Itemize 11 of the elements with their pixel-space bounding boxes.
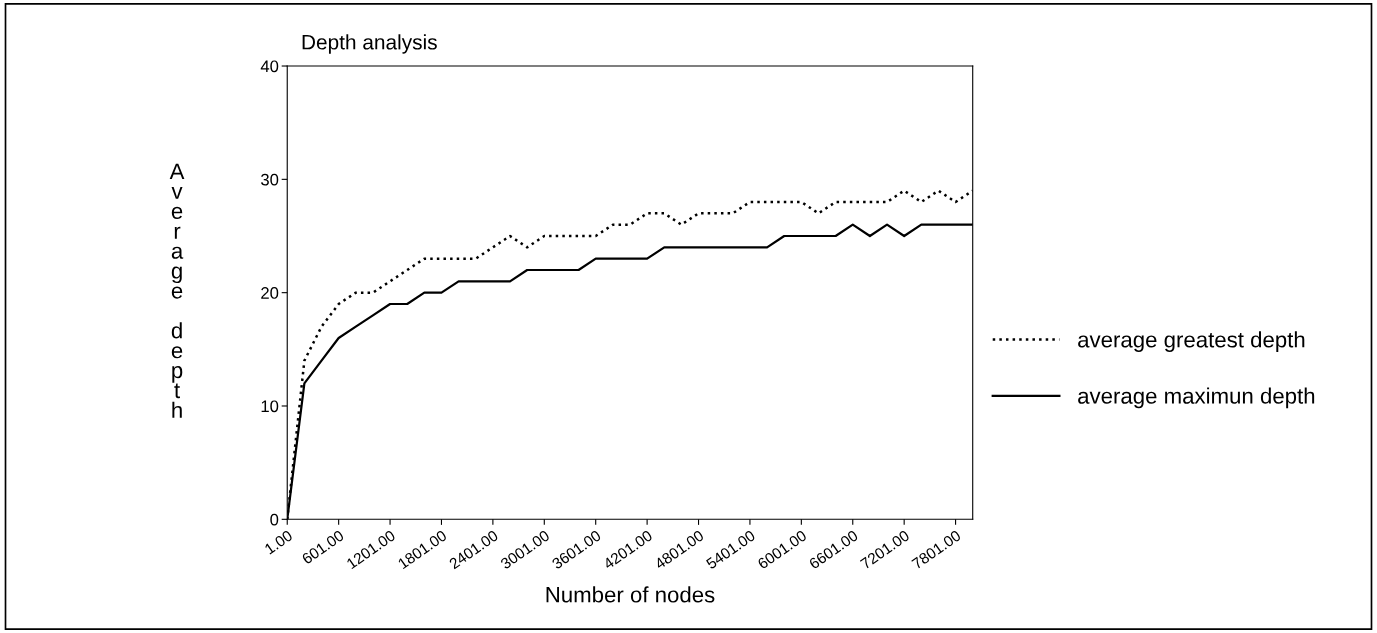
y-tick-label: 10 (261, 400, 279, 413)
text: Average depth (169, 163, 185, 418)
y-tick-label: 30 (261, 173, 279, 186)
x-axis-title: Number of nodes (546, 586, 715, 603)
y-tick-label: 20 (261, 287, 279, 299)
legend-label: average greatest depth (1078, 331, 1305, 352)
chart-title: Depth analysis (302, 34, 437, 54)
legend-label: average maximun depth (1078, 387, 1315, 409)
x-tick-label: 1.00 (264, 529, 294, 555)
y-tick-label: 0 (270, 513, 279, 526)
y-tick-label: 40 (260, 60, 279, 73)
